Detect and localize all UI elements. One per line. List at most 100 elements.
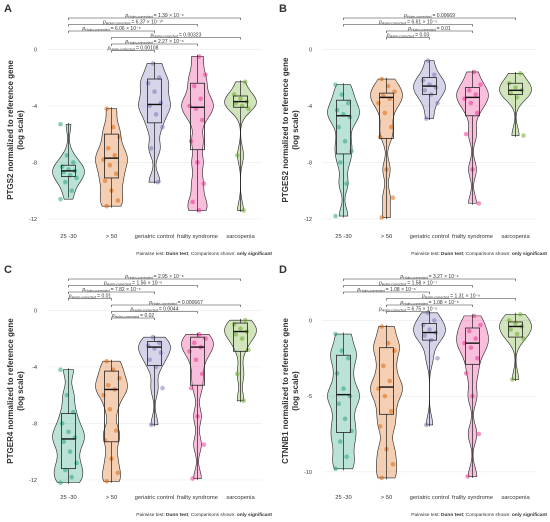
data-point [203,72,208,78]
data-point [342,138,348,144]
data-point [422,88,427,93]
data-point [152,89,157,95]
y-tick-label: -4 [32,365,37,371]
data-point [468,100,474,106]
p-subscript: Holm-corrected [133,309,158,313]
p-value: = 0.00108 [136,46,159,52]
x-tick-label: frailty syndrome [452,495,493,501]
p-value: = 6.37 × 10⁻¹⁰ [131,20,163,26]
footer-test-label: Pairwise test: [411,251,440,257]
x-tick-label: sarcopenia [226,495,255,501]
footer-test: Dunn test [441,251,464,257]
y-axis-label: (log scale) [291,110,300,150]
p-symbol: p [403,13,407,19]
p-value: = 7.82 × 10⁻⁶ [111,287,141,293]
data-point [427,327,432,332]
comparison-label: pHolm-corrected= 1.39 × 10⁻⁶ [124,13,183,19]
p-subscript: Holm-corrected [128,276,153,280]
data-point [346,100,351,106]
p-symbol: p [378,281,382,287]
data-point [344,181,349,186]
y-tick-label: 0 [309,47,312,53]
data-point [58,121,63,127]
y-tick-label: 0 [34,47,37,53]
data-point [63,179,68,185]
p-value: = 2.27 × 10⁻⁶ [154,39,184,45]
p-subscript: Holm-corrected [72,296,97,300]
data-point [58,480,63,486]
panel: D CTNNB1 normalized to reference gene (log… [279,264,547,518]
panel: A PTGS2 normalized to reference gene (log … [4,3,272,257]
data-point [187,349,192,354]
y-tick-label: -4 [32,104,37,110]
p-subscript: Holm-corrected [115,315,140,319]
y-tick-label: -12 [304,217,312,223]
comparison-label: pHolm-corrected= 0.01 [407,26,451,32]
comparison-bracket [386,311,430,314]
data-point [379,215,384,220]
comparison-label: pHolm-corrected= 0.01 [68,294,112,300]
data-point [463,371,469,376]
data-point [104,358,109,364]
data-point [235,153,240,158]
comparison-bracket [111,311,198,314]
footer-shown-label: ; Comparisons shown: [463,251,510,257]
x-tick-label: sarcopenia [501,234,530,240]
box [465,87,480,117]
p-value: = 1.58 × 10⁻⁷ [407,281,437,287]
p-subscript: Holm-corrected [382,283,407,287]
comparison-label: pHolm-corrected= 1.56 × 10⁻⁶ [103,281,162,287]
comparison-bracket [111,37,241,40]
data-point [66,429,71,435]
comparison-bracket [386,304,473,307]
data-point [514,331,520,337]
data-point [333,331,338,337]
data-point [473,336,478,341]
p-value: = 6.61 × 10⁻⁵ [407,20,437,26]
data-point [238,96,243,102]
comparison-label: pHolm-corrected= 1.31 × 10⁻⁶ [421,294,480,300]
p-value: = 0.000667 [178,300,203,306]
x-tick-label: geriatric control [135,234,175,240]
box [147,341,162,366]
data-point [465,474,470,479]
x-tick-label: > 50 [381,234,392,240]
p-subscript: Holm-corrected [407,15,432,19]
y-tick-label: -8 [32,421,37,427]
data-point [69,474,74,480]
data-point [346,355,351,361]
data-point [193,357,199,363]
footer-shown-label: ; Comparisons shown: [188,512,235,518]
data-point [475,355,480,361]
x-tick-label: 25 -30 [335,234,351,240]
data-point [382,393,388,399]
violin [95,360,128,482]
violin [181,56,214,211]
comparison-label: pHolm-corrected= 0.00669 [403,13,455,19]
p-subscript: Holm-corrected [360,289,385,293]
footer-shown-label: ; Comparisons shown: [188,251,235,257]
comparison-bracket [68,17,241,20]
comparison-bracket [68,24,198,27]
comparison-label: pHolm-corrected= 2.27 × 10⁻⁶ [124,39,183,45]
comparison-bracket [68,291,155,294]
data-point [510,377,515,382]
comparison-label: pHolm-corrected= 0.00108 [107,46,159,52]
p-symbol: p [124,274,128,280]
data-point [200,371,205,377]
y-tick-label: -8 [32,160,37,166]
data-point [196,54,202,59]
p-symbol: p [148,300,152,306]
comparison-bracket [386,37,430,40]
data-point [150,61,156,66]
data-point [478,82,483,87]
data-point [424,116,429,121]
data-point [339,348,345,354]
footer-shown: only significant [512,251,548,257]
panel-label: D [279,264,287,276]
y-tick-label: -12 [29,478,37,484]
box [104,133,119,179]
footer-shown: only significant [237,512,273,518]
p-subscript: Holm-corrected [128,41,153,45]
data-point [115,198,121,203]
